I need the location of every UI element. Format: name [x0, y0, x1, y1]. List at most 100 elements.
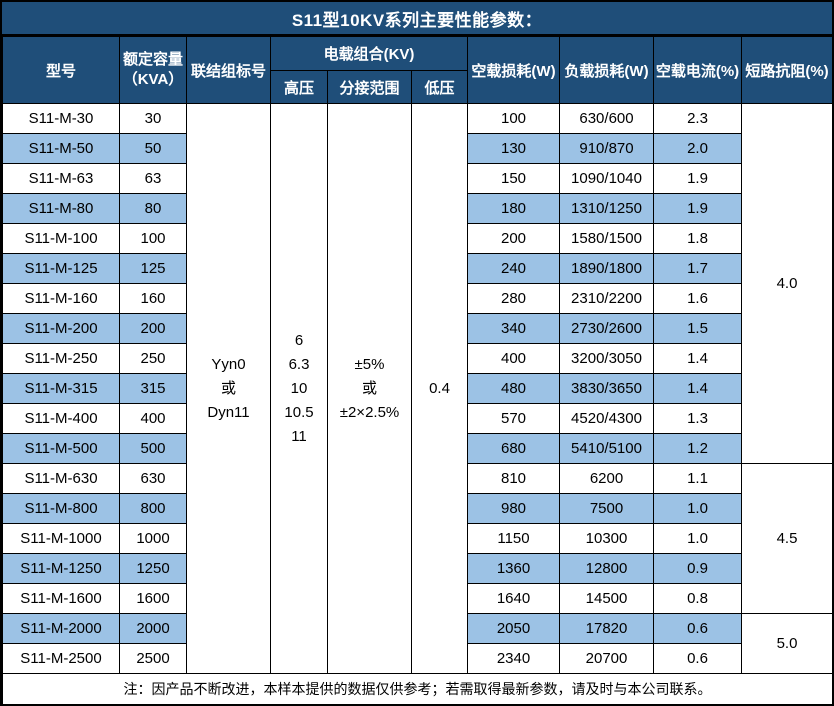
table-body: S11-M-30 30 Yyn0 或 Dyn11 6 6.3 10 10.5 11 ±5… [2, 103, 833, 674]
table-row: S11-M-500 500 680 5410/5100 1.2 [2, 433, 833, 464]
cell-no-load-current: 0.6 [653, 613, 742, 644]
note-row: 注：因产品不断改进，本样本提供的数据仅供参考；若需取得最新参数，请及时与本公司联… [2, 673, 832, 704]
cell-no-load-current: 0.6 [653, 643, 742, 674]
col-header-voltage-group: 电载组合(KV) [270, 36, 468, 71]
cell-impedance: 5.0 [741, 613, 832, 674]
cell-no-load-current: 1.5 [653, 313, 742, 344]
cell-no-load-loss: 130 [467, 133, 560, 164]
cell-no-load-current: 0.8 [653, 583, 742, 614]
note-text: 注：因产品不断改进，本样本提供的数据仅供参考；若需取得最新参数，请及时与本公司联… [2, 673, 832, 704]
cell-capacity: 160 [119, 283, 187, 314]
table-row: S11-M-630 630 810 6200 1.1 4.5 [2, 463, 832, 614]
cell-model: S11-M-400 [2, 403, 120, 434]
table-row: S11-M-63 63 150 1090/1040 1.9 [2, 163, 833, 194]
cell-capacity: 63 [119, 163, 187, 194]
cell-capacity: 250 [119, 343, 187, 374]
table-row: S11-M-1600 1600 1640 14500 0.8 [2, 583, 833, 614]
cell-model: S11-M-200 [2, 313, 120, 344]
cell-no-load-current: 1.8 [653, 223, 742, 254]
cell-capacity: 2500 [119, 643, 187, 674]
cell-connection: Yyn0 或 Dyn11 [186, 103, 271, 674]
cell-load-loss: 910/870 [559, 133, 654, 164]
cell-no-load-loss: 1360 [467, 553, 560, 584]
cell-load-loss: 3200/3050 [559, 343, 654, 374]
cell-model: S11-M-30 [2, 103, 120, 134]
cell-capacity: 1000 [119, 523, 187, 554]
cell-model: S11-M-1250 [2, 553, 120, 584]
cell-capacity: 30 [119, 103, 187, 134]
table-row: S11-M-1000 1000 1150 10300 1.0 [2, 523, 833, 554]
page-title: S11型10KV系列主要性能参数： [2, 2, 832, 36]
cell-load-loss: 1310/1250 [559, 193, 654, 224]
col-header-hv: 高压 [270, 70, 328, 104]
cell-no-load-current: 1.6 [653, 283, 742, 314]
col-header-no-load-loss: 空载损耗(W) [467, 36, 560, 104]
cell-capacity: 200 [119, 313, 187, 344]
cell-impedance: 4.0 [741, 103, 832, 464]
col-header-connection: 联结组标号 [186, 36, 271, 104]
table-row: S11-M-160 160 280 2310/2200 1.6 [2, 283, 833, 314]
cell-no-load-current: 1.0 [653, 523, 742, 554]
cell-impedance: 4.5 [741, 463, 832, 614]
cell-load-loss: 630/600 [559, 103, 654, 134]
col-header-load-loss: 负载损耗(W) [559, 36, 654, 104]
cell-load-loss: 1890/1800 [559, 253, 654, 284]
cell-no-load-loss: 2050 [467, 613, 560, 644]
cell-capacity: 500 [119, 433, 187, 464]
cell-no-load-loss: 480 [467, 373, 560, 404]
cell-model: S11-M-80 [2, 193, 120, 224]
table-row: S11-M-200 200 340 2730/2600 1.5 [2, 313, 833, 344]
cell-capacity: 50 [119, 133, 187, 164]
cell-capacity: 630 [119, 463, 187, 494]
cell-no-load-current: 1.7 [653, 253, 742, 284]
cell-no-load-loss: 180 [467, 193, 560, 224]
table-row: S11-M-315 315 480 3830/3650 1.4 [2, 373, 833, 404]
cell-model: S11-M-315 [2, 373, 120, 404]
cell-load-loss: 20700 [559, 643, 654, 674]
cell-model: S11-M-800 [2, 493, 120, 524]
table-header: 型号 额定容量 （KVA） 联结组标号 电载组合(KV) 空载损耗(W) 负载损… [2, 36, 833, 104]
cell-tap: ±5% 或 ±2×2.5% [327, 103, 412, 674]
table-footer: 注：因产品不断改进，本样本提供的数据仅供参考；若需取得最新参数，请及时与本公司联… [2, 673, 832, 704]
cell-load-loss: 1090/1040 [559, 163, 654, 194]
cell-no-load-current: 1.9 [653, 193, 742, 224]
cell-lv: 0.4 [411, 103, 468, 674]
table-row: S11-M-50 50 130 910/870 2.0 [2, 133, 833, 164]
cell-no-load-loss: 340 [467, 313, 560, 344]
cell-no-load-current: 1.1 [653, 463, 742, 494]
cell-load-loss: 14500 [559, 583, 654, 614]
cell-capacity: 80 [119, 193, 187, 224]
col-header-lv: 低压 [411, 70, 468, 104]
cell-capacity: 1250 [119, 553, 187, 584]
header-row-2: 高压 分接范围 低压 [3, 70, 833, 104]
cell-load-loss: 2730/2600 [559, 313, 654, 344]
cell-no-load-loss: 570 [467, 403, 560, 434]
cell-no-load-current: 1.3 [653, 403, 742, 434]
spec-table: 型号 额定容量 （KVA） 联结组标号 电载组合(KV) 空载损耗(W) 负载损… [2, 36, 833, 704]
cell-model: S11-M-50 [2, 133, 120, 164]
table-row: S11-M-800 800 980 7500 1.0 [2, 493, 833, 524]
cell-capacity: 125 [119, 253, 187, 284]
cell-no-load-current: 1.0 [653, 493, 742, 524]
cell-model: S11-M-1600 [2, 583, 120, 614]
cell-model: S11-M-2000 [2, 613, 120, 644]
cell-load-loss: 4520/4300 [559, 403, 654, 434]
table-row: S11-M-30 30 Yyn0 或 Dyn11 6 6.3 10 10.5 11 ±5… [2, 103, 832, 674]
table-row: S11-M-80 80 180 1310/1250 1.9 [2, 193, 833, 224]
cell-model: S11-M-630 [2, 463, 120, 494]
cell-capacity: 400 [119, 403, 187, 434]
cell-load-loss: 2310/2200 [559, 283, 654, 314]
cell-no-load-loss: 680 [467, 433, 560, 464]
table-row: S11-M-400 400 570 4520/4300 1.3 [2, 403, 833, 434]
cell-capacity: 100 [119, 223, 187, 254]
table-row: S11-M-2000 2000 2050 17820 0.6 5.0 [2, 613, 832, 674]
table-row: S11-M-2500 2500 2340 20700 0.6 [2, 643, 833, 674]
header-row-1: 型号 额定容量 （KVA） 联结组标号 电载组合(KV) 空载损耗(W) 负载损… [2, 36, 832, 104]
cell-model: S11-M-63 [2, 163, 120, 194]
col-header-impedance: 短路抗阻(%) [741, 36, 832, 104]
cell-load-loss: 17820 [559, 613, 654, 644]
cell-model: S11-M-500 [2, 433, 120, 464]
cell-capacity: 315 [119, 373, 187, 404]
cell-hv: 6 6.3 10 10.5 11 [270, 103, 328, 674]
